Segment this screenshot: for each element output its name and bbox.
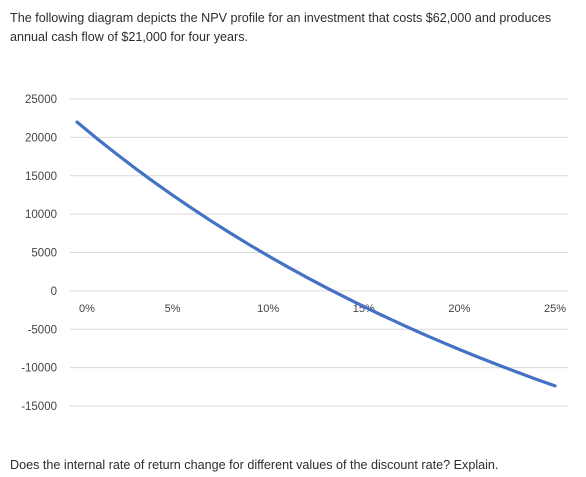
y-axis-ticks: 25000 20000 15000 10000 5000 0 -5000 -10000 -150… <box>21 94 57 413</box>
y-tick-label: 20000 <box>25 132 57 144</box>
x-tick-label: 15% <box>353 303 375 315</box>
npv-series-line <box>75 120 557 388</box>
x-axis-ticks: 0% 5% 10% 15% 20% 25% <box>79 303 566 315</box>
x-tick-label: 0% <box>79 303 95 315</box>
gridlines <box>70 98 568 407</box>
y-tick-label: 10000 <box>25 209 57 221</box>
series-layer <box>75 120 557 388</box>
question-text: Does the internal rate of return change … <box>10 458 499 472</box>
x-tick-label: 25% <box>544 303 566 315</box>
y-tick-label: 15000 <box>25 171 57 183</box>
intro-paragraph: The following diagram depicts the NPV pr… <box>10 11 552 44</box>
y-tick-label: -5000 <box>28 324 57 336</box>
y-tick-label: -15000 <box>21 401 57 413</box>
y-tick-label: 5000 <box>31 248 57 260</box>
y-tick-label: 0 <box>51 286 57 298</box>
x-tick-label: 5% <box>165 303 181 315</box>
x-tick-label: 10% <box>257 303 279 315</box>
x-tick-label: 20% <box>448 303 470 315</box>
y-tick-label: 25000 <box>25 94 57 106</box>
y-tick-label: -10000 <box>21 363 57 375</box>
